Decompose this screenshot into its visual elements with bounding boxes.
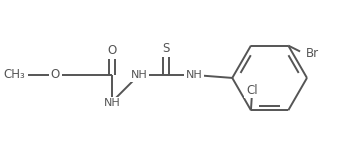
Text: NH: NH [131, 70, 147, 80]
Text: NH: NH [104, 98, 121, 108]
Text: Cl: Cl [246, 83, 258, 97]
Text: Br: Br [306, 47, 319, 60]
Text: S: S [163, 42, 170, 55]
Text: CH₃: CH₃ [3, 69, 25, 81]
Text: O: O [108, 44, 117, 57]
Text: NH: NH [186, 70, 202, 80]
Text: O: O [51, 69, 60, 81]
